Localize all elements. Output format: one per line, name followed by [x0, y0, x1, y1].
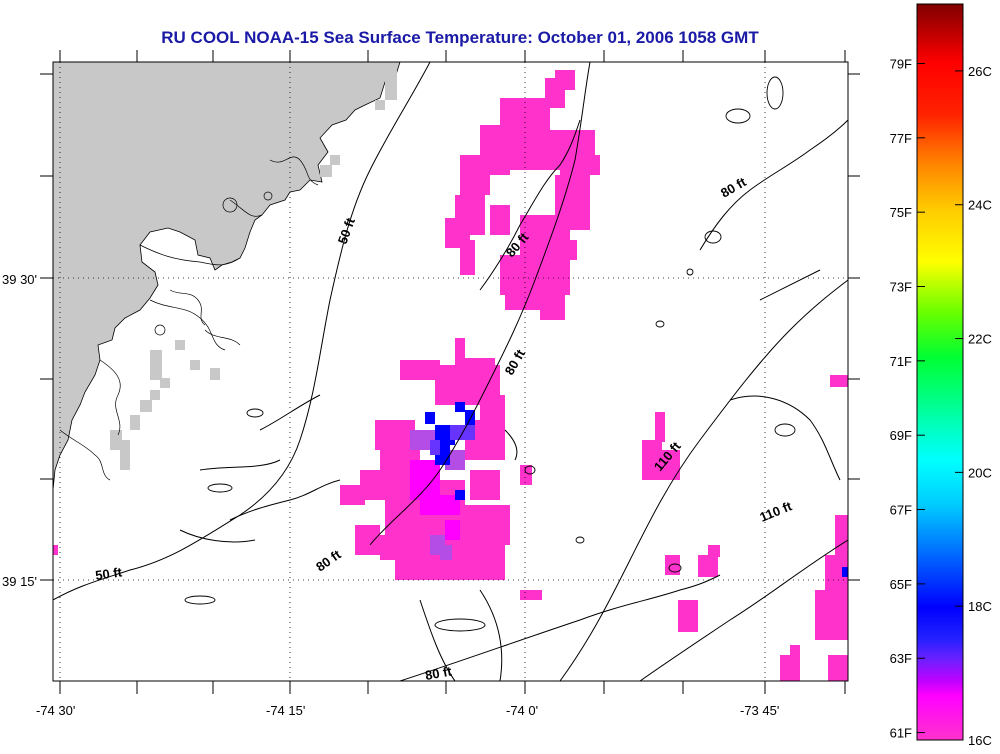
land-marsh	[110, 70, 397, 470]
coastal-channels	[59, 156, 319, 481]
axis-ticks	[40, 50, 860, 694]
contour-islands	[184, 76, 796, 632]
lon-tick-label-74-0: -74 0'	[506, 703, 538, 718]
map-title: RU COOL NOAA-15 Sea Surface Temperature:…	[161, 28, 759, 47]
contour-label-80ft-south: 80 ft	[424, 663, 454, 683]
lon-tick-label-74-15: -74 15'	[266, 703, 305, 718]
graticule	[53, 62, 848, 681]
lon-tick-label-74-30: -74 30'	[36, 703, 75, 718]
lat-tick-label-39-15: 39 15'	[2, 574, 37, 589]
lon-tick-label-73-45: -73 45'	[740, 703, 779, 718]
sst-pixels	[53, 70, 848, 681]
lat-tick-label-39-30: 39 30'	[2, 272, 37, 287]
contour-label-50ft-south: 50 ft	[94, 564, 123, 583]
depth-contours	[53, 62, 848, 681]
